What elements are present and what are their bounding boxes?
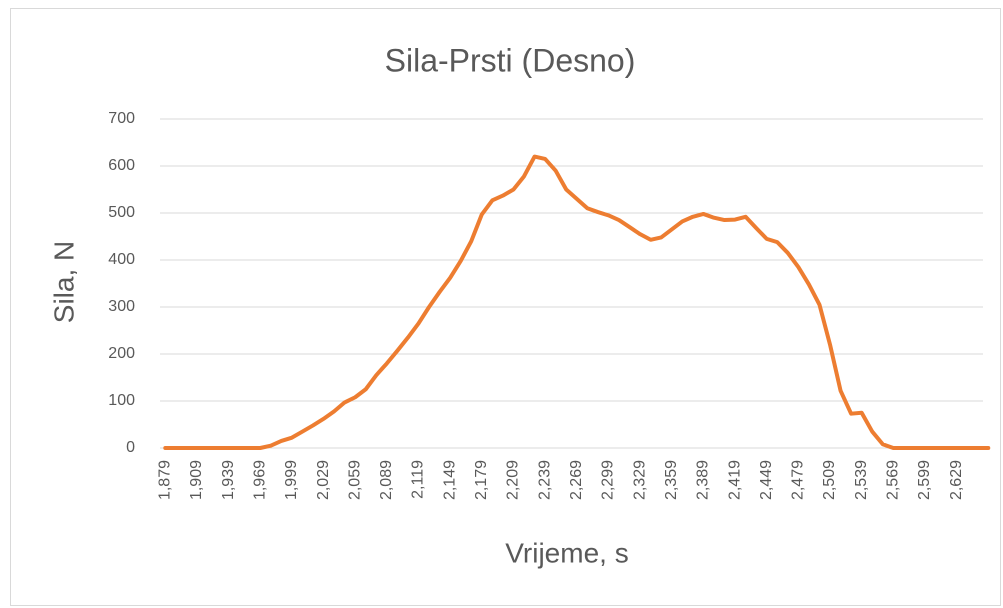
x-tick-label: 2,029 xyxy=(315,460,332,500)
x-tick-label: 2,419 xyxy=(726,460,743,500)
x-tick-label: 2,209 xyxy=(505,460,522,500)
x-tick-label: 2,569 xyxy=(885,460,902,500)
y-tick-label: 200 xyxy=(108,345,135,362)
y-tick-label: 600 xyxy=(108,157,135,174)
x-tick-label: 2,359 xyxy=(663,460,680,500)
x-tick-label: 2,089 xyxy=(378,460,395,500)
x-tick-label: 2,509 xyxy=(821,460,838,500)
x-tick-label: 1,999 xyxy=(283,460,300,500)
x-tick-label: 2,479 xyxy=(790,460,807,500)
y-tick-label: 700 xyxy=(108,110,135,127)
x-tick-label: 2,239 xyxy=(536,460,553,500)
x-tick-label: 2,329 xyxy=(631,460,648,500)
x-tick-label: 1,879 xyxy=(156,460,173,500)
y-tick-label: 300 xyxy=(108,298,135,315)
x-tick-label: 2,389 xyxy=(695,460,712,500)
y-axis-title: Sila, N xyxy=(48,241,79,323)
x-tick-label: 2,179 xyxy=(473,460,490,500)
x-tick-label: 2,599 xyxy=(916,460,933,500)
y-tick-label: 400 xyxy=(108,251,135,268)
x-tick-label: 2,539 xyxy=(853,460,870,500)
x-tick-label: 1,969 xyxy=(251,460,268,500)
y-tick-label: 500 xyxy=(108,204,135,221)
x-tick-label: 1,909 xyxy=(188,460,205,500)
x-tick-label: 2,629 xyxy=(948,460,965,500)
data-line xyxy=(163,154,991,450)
x-tick-label: 2,299 xyxy=(600,460,617,500)
x-tick-label: 2,269 xyxy=(568,460,585,500)
x-tick-label: 2,059 xyxy=(346,460,363,500)
chart-title: Sila-Prsti (Desno) xyxy=(385,42,636,78)
x-tick-label: 1,939 xyxy=(220,460,237,500)
y-tick-label: 100 xyxy=(108,392,135,409)
x-tick-label: 2,149 xyxy=(441,460,458,500)
y-tick-label: 0 xyxy=(126,439,135,456)
x-axis-title: Vrijeme, s xyxy=(505,537,628,568)
x-tick-label: 2,119 xyxy=(410,460,427,499)
x-tick-label: 2,449 xyxy=(758,460,775,500)
